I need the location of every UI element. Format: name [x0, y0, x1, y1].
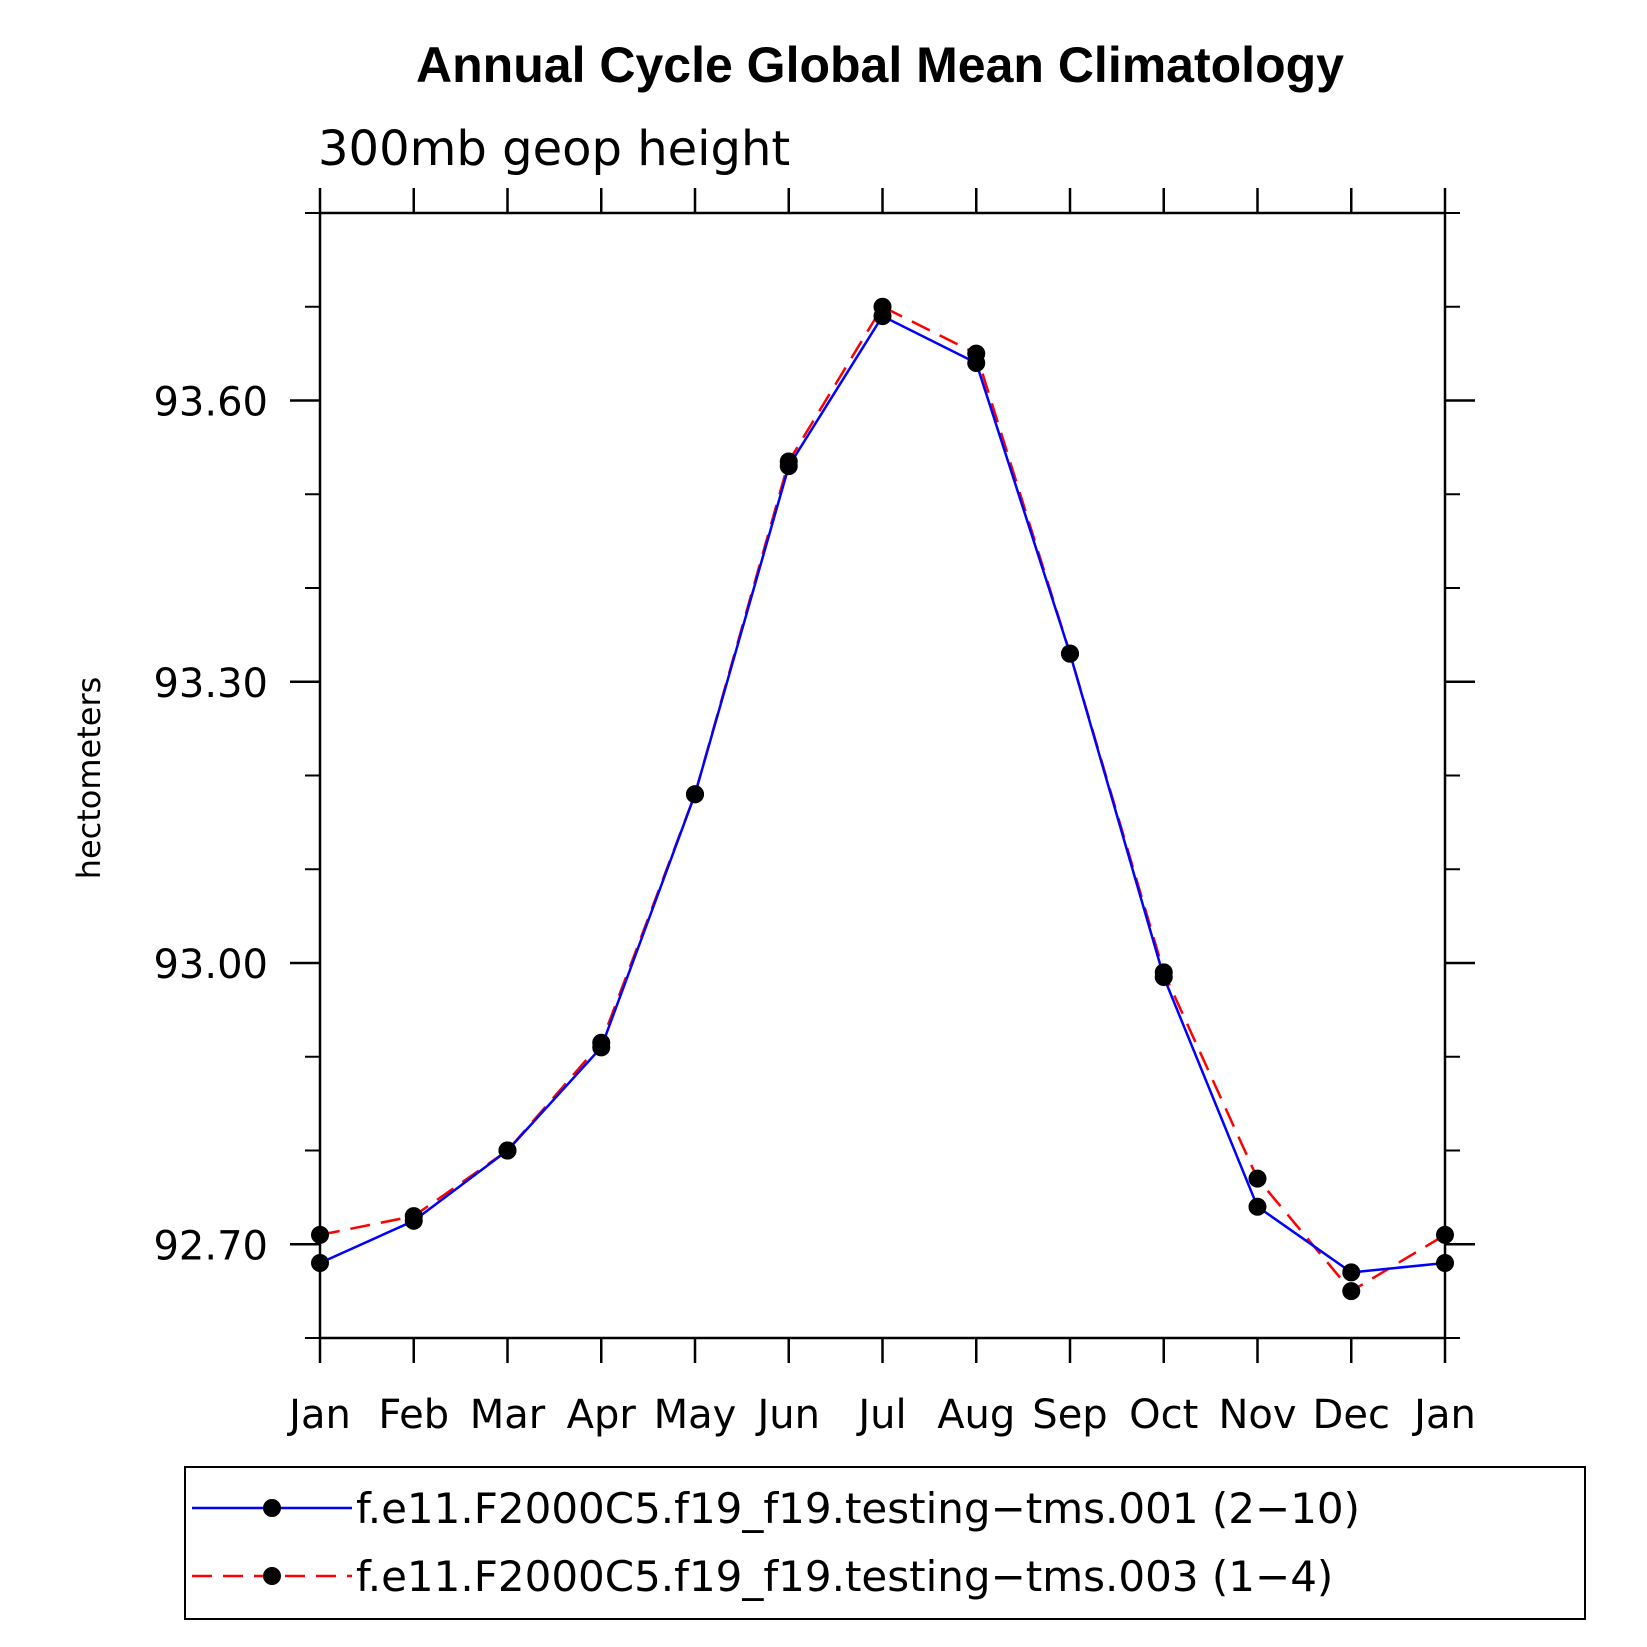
- x-tick-label: Jan: [286, 1392, 351, 1438]
- series-2-point: [1248, 1169, 1267, 1188]
- x-tick-labels: Jan Feb Mar Apr May Jun Jul Aug Sep Oct Nov Dec Jan: [286, 1392, 1476, 1438]
- plot-frame: [318, 211, 1447, 1340]
- x-tick-label: Jul: [855, 1392, 906, 1438]
- y-tick-label: 93.60: [153, 380, 268, 426]
- series-2-point: [779, 452, 798, 471]
- series-1-point: [1342, 1263, 1361, 1282]
- series-2-point: [1342, 1282, 1361, 1301]
- series-2-point: [686, 785, 704, 804]
- y-tick-labels: 92.70 93.00 93.30 93.60: [153, 380, 268, 1270]
- x-tick-label: Jan: [1411, 1392, 1476, 1438]
- series-1-point: [1248, 1197, 1267, 1216]
- series-line-1: [319, 314, 1446, 1274]
- y-tick-label: 93.30: [153, 661, 268, 707]
- series-2-point: [873, 297, 892, 316]
- axis-ticks: [290, 188, 1475, 1363]
- legend-label-series-2: f.e11.F2000C5.f19_f19.testing−tms.003 (1…: [356, 1552, 1333, 1601]
- series-2-point: [1154, 963, 1173, 982]
- x-tick-label: Apr: [567, 1392, 637, 1438]
- y-axis-label: hectometers: [70, 677, 108, 880]
- x-tick-label: Oct: [1129, 1392, 1198, 1438]
- legend: f.e11.F2000C5.f19_f19.testing−tms.001 (2…: [184, 1466, 1586, 1620]
- legend-marker-series-1: [263, 1499, 281, 1517]
- x-tick-label: Nov: [1218, 1392, 1296, 1438]
- x-tick-label: Jun: [755, 1392, 821, 1438]
- series-layer: [311, 297, 1454, 1301]
- x-tick-label: Feb: [378, 1392, 449, 1438]
- x-tick-label: Aug: [937, 1392, 1015, 1438]
- series-2-point: [498, 1141, 517, 1160]
- x-tick-label: Mar: [470, 1392, 546, 1438]
- x-tick-label: May: [654, 1392, 737, 1438]
- x-tick-label: Dec: [1313, 1392, 1390, 1438]
- y-tick-label: 92.70: [153, 1223, 268, 1269]
- x-tick-label: Sep: [1032, 1392, 1107, 1438]
- legend-marker-series-2: [263, 1567, 281, 1585]
- series-2-point: [592, 1033, 611, 1052]
- series-2-point: [404, 1207, 423, 1226]
- legend-label-series-1: f.e11.F2000C5.f19_f19.testing−tms.001 (2…: [356, 1484, 1360, 1533]
- chart-title: Annual Cycle Global Mean Climatology: [416, 37, 1344, 93]
- y-tick-label: 93.00: [153, 942, 268, 988]
- legend-box: [184, 1466, 1586, 1620]
- series-line-2: [319, 305, 1446, 1293]
- chart-subtitle: 300mb geop height: [318, 121, 790, 177]
- series-2-point: [967, 344, 986, 363]
- series-2-point: [1061, 644, 1079, 663]
